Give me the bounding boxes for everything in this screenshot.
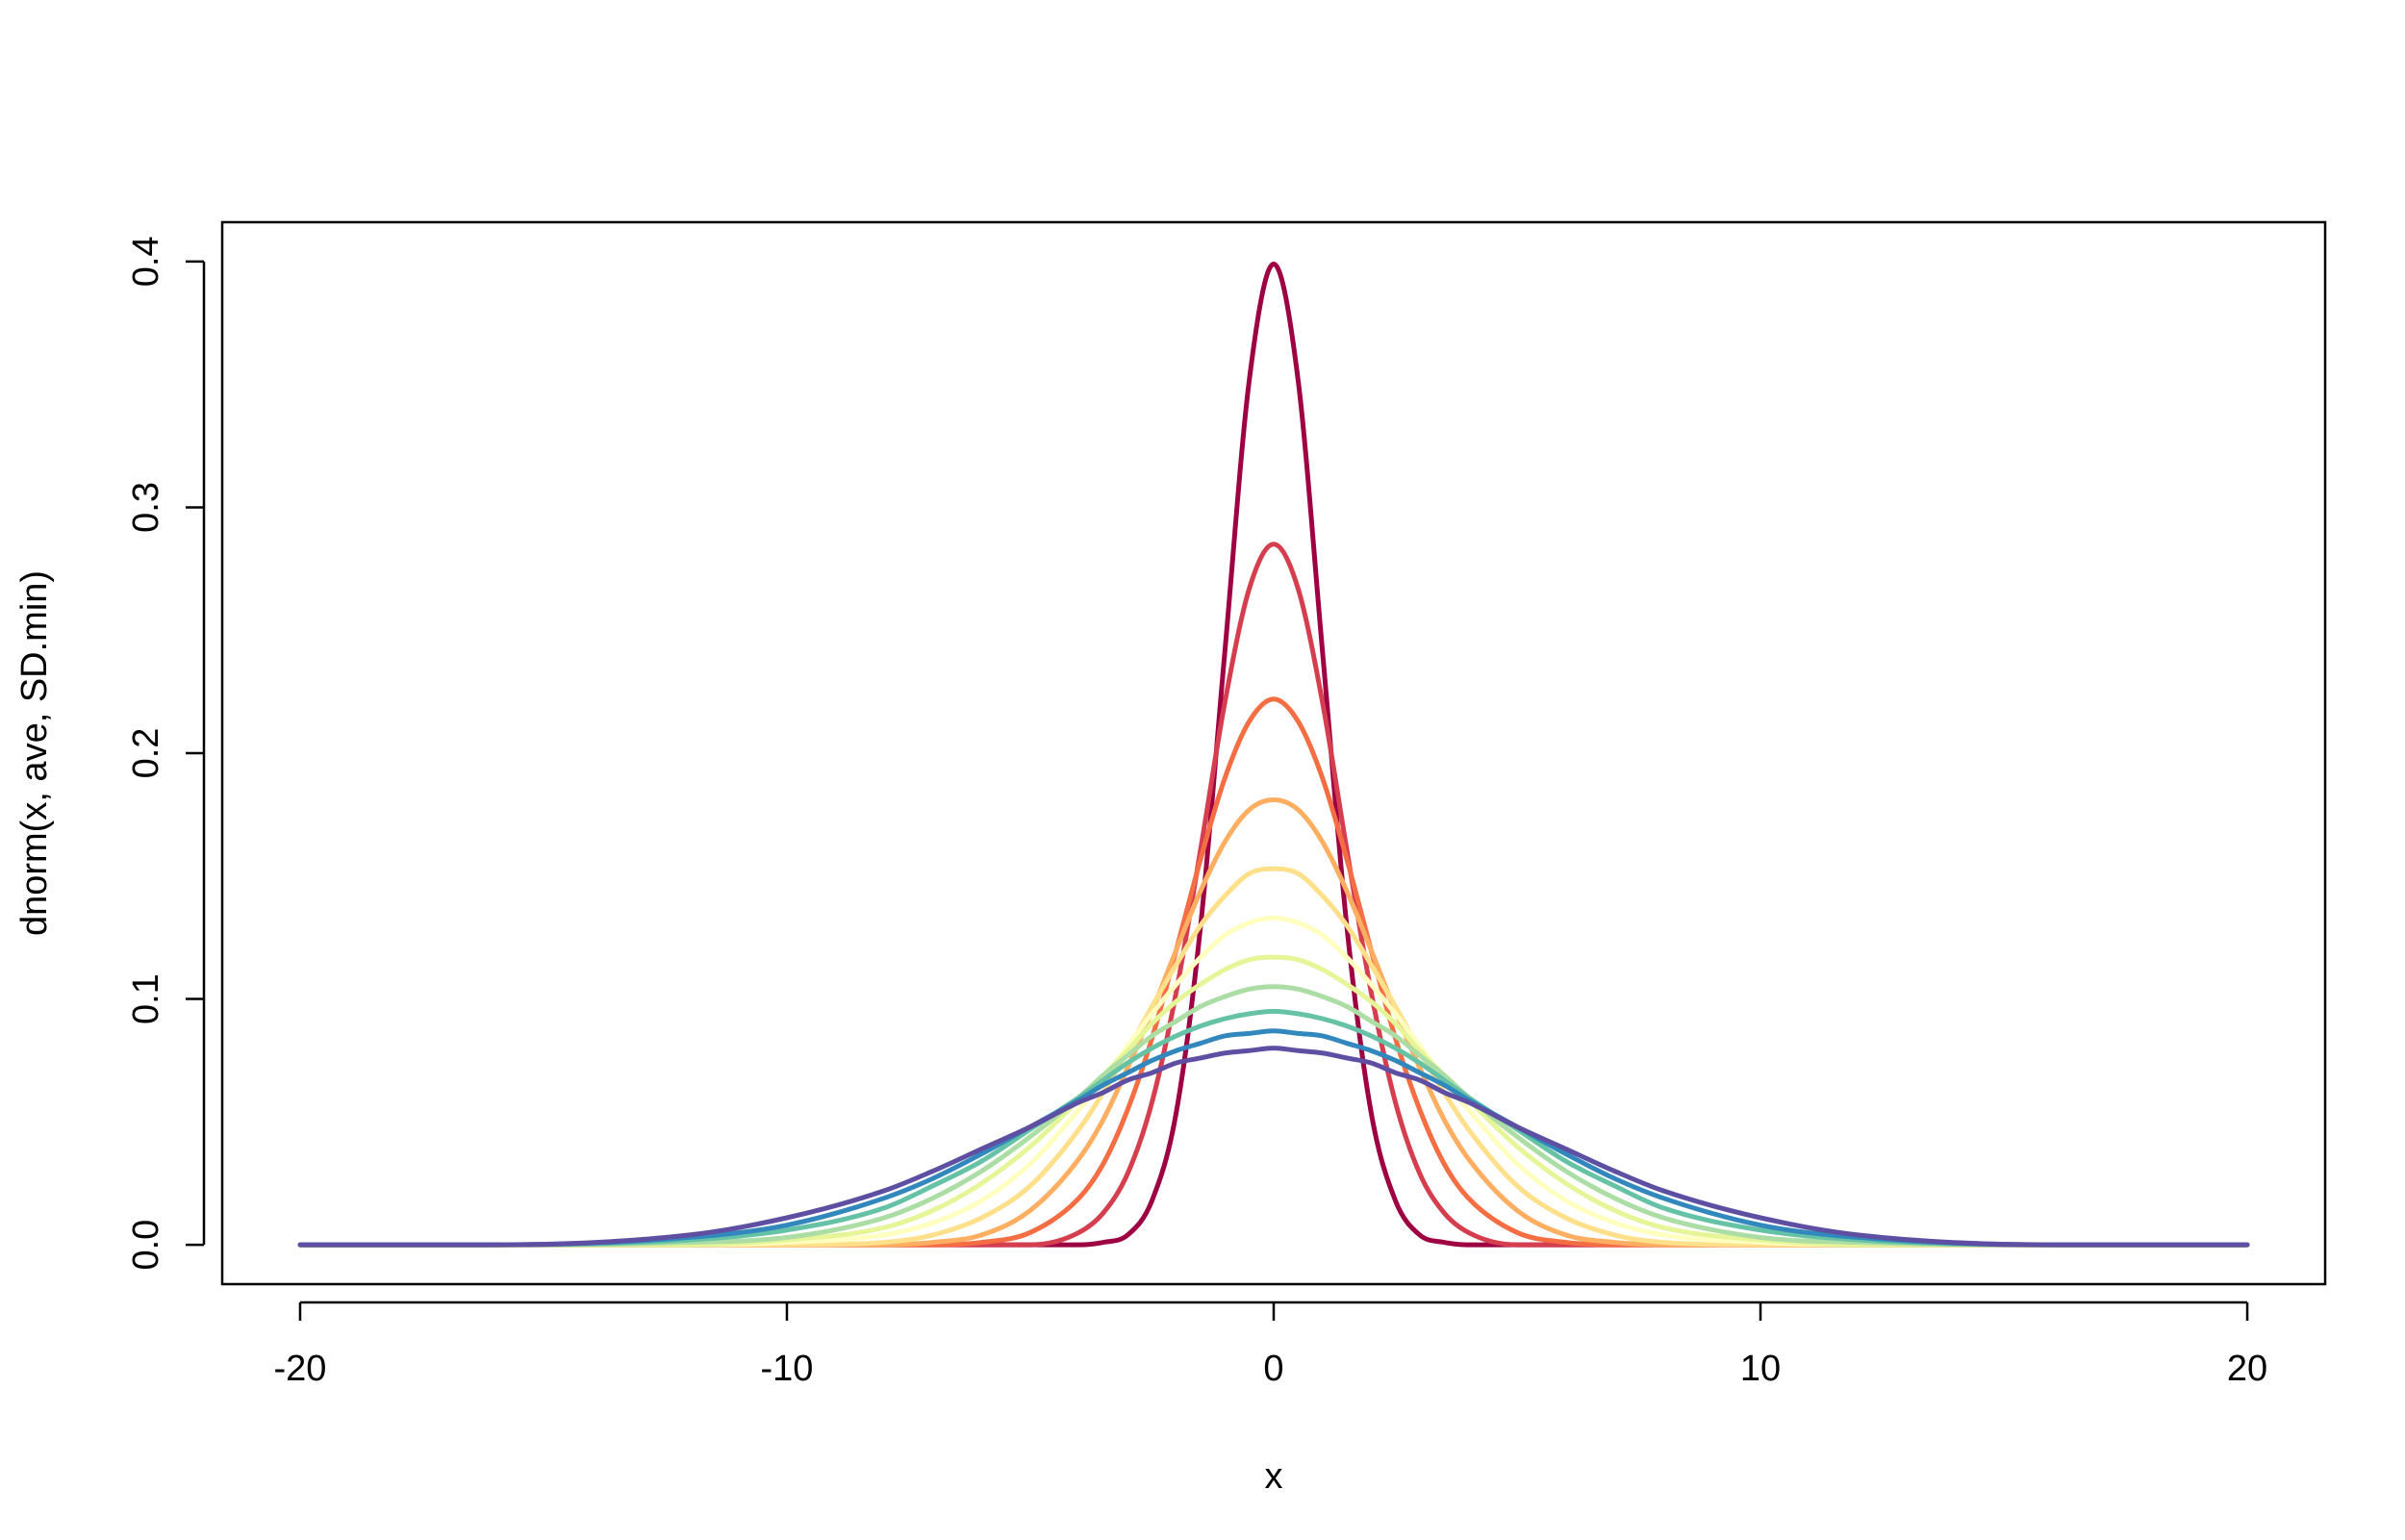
y-tick-label: 0.1: [126, 973, 166, 1024]
y-axis-label: dnorm(x, ave, SD.min): [14, 570, 55, 936]
density-curve: [297, 954, 2250, 1248]
density-curve: [297, 542, 2250, 1248]
density-curve: [297, 1046, 2250, 1248]
density-curve: [297, 696, 2250, 1248]
x-tick-label: -10: [761, 1349, 814, 1389]
y-tick-label: 0.2: [126, 728, 166, 779]
y-tick-label: 0.0: [126, 1220, 166, 1271]
y-tick-label: 0.3: [126, 482, 166, 533]
x-tick-label: -20: [274, 1349, 327, 1389]
plot-box: [220, 220, 2327, 1286]
density-curve: [297, 261, 2250, 1248]
density-curve: [297, 866, 2250, 1248]
x-tick-label: 20: [2227, 1349, 2267, 1389]
x-tick-label: 0: [1263, 1349, 1283, 1389]
density-curve: [297, 1008, 2250, 1248]
density-curve: [297, 915, 2250, 1248]
x-axis-label: x: [1265, 1456, 1283, 1497]
density-curve: [297, 797, 2250, 1248]
y-tick-label: 0.4: [126, 236, 166, 287]
x-tick-label: 10: [1740, 1349, 1781, 1389]
density-curve: [297, 984, 2250, 1248]
density-curve: [297, 1028, 2250, 1248]
